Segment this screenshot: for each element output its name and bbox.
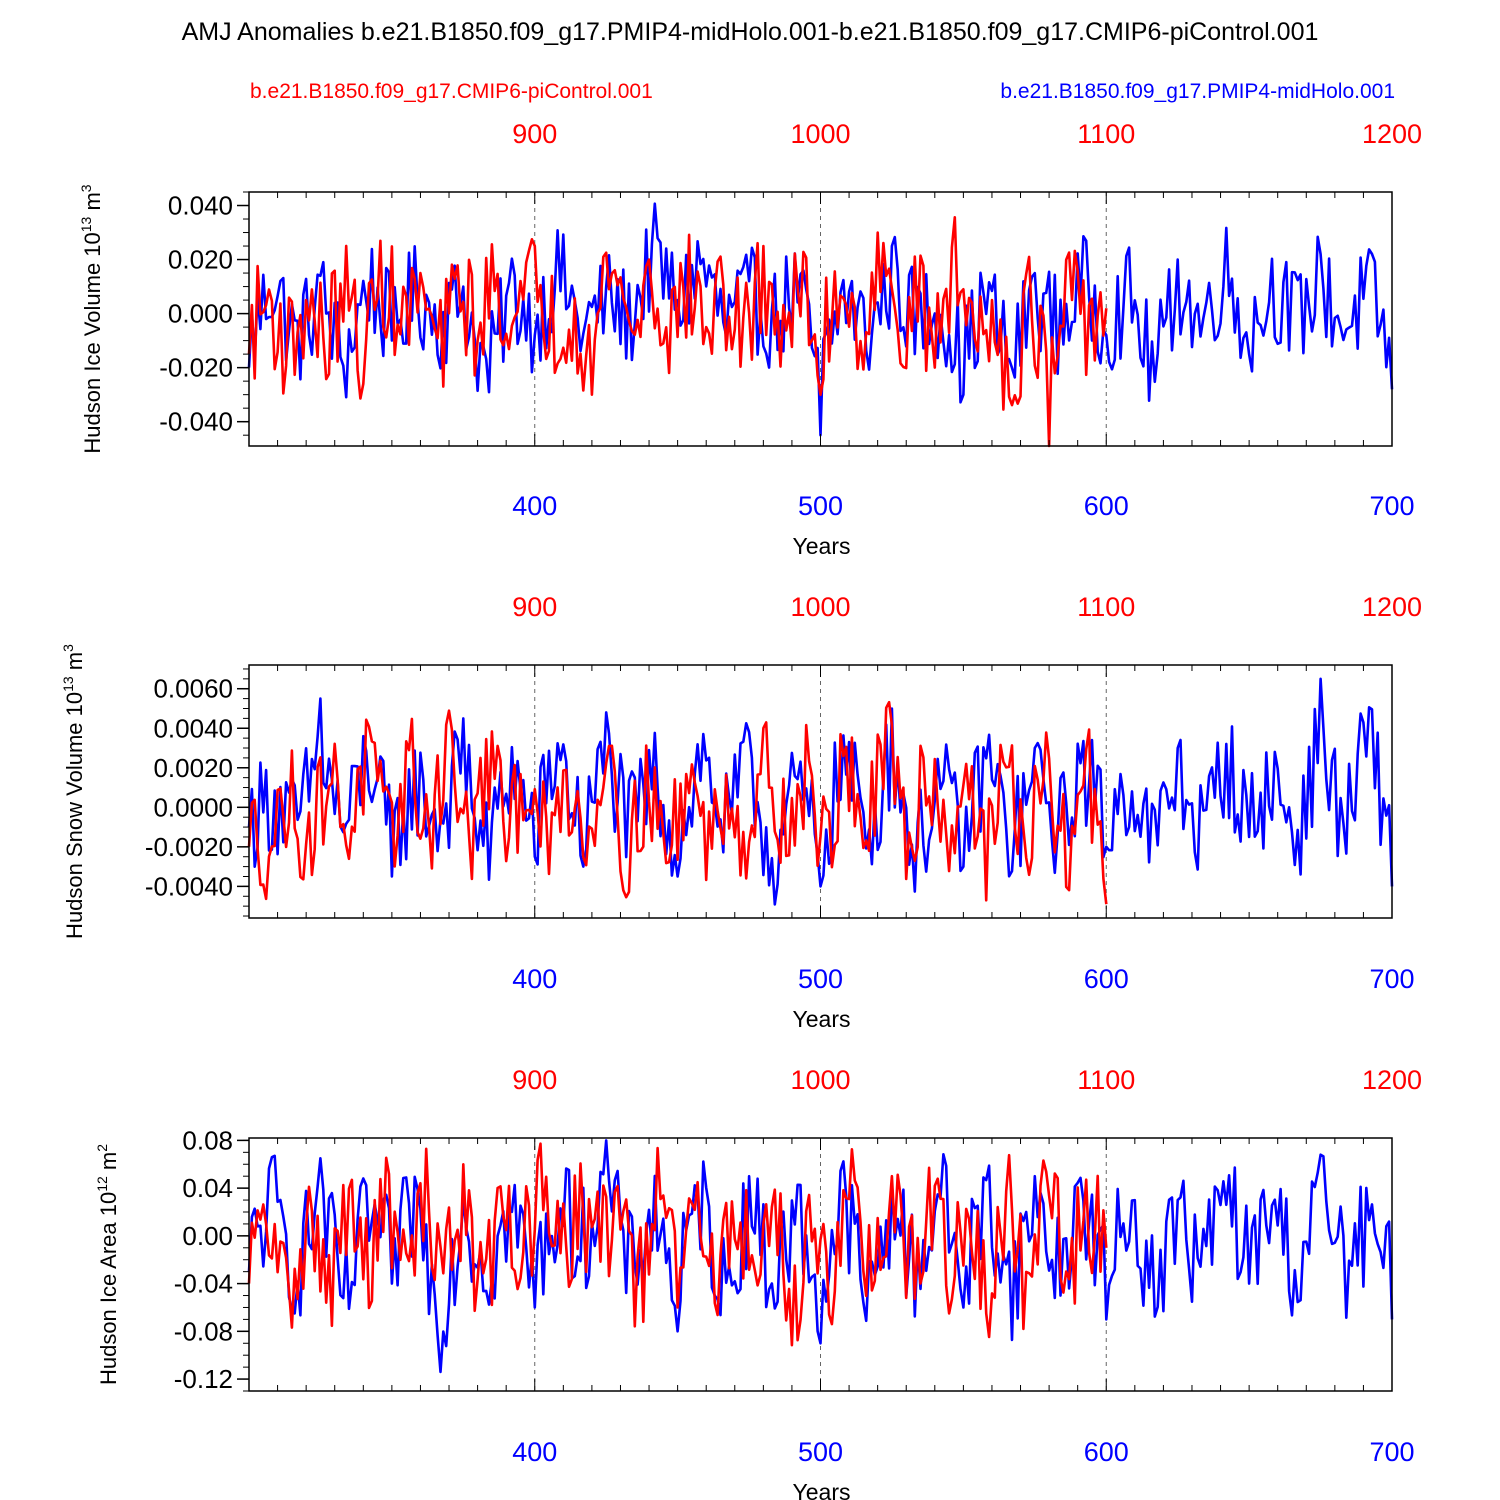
bottom-x-tick-label: 500	[798, 1437, 843, 1467]
y-tick-label: 0.0020	[153, 753, 233, 783]
series-line-experiment	[247, 1139, 1394, 1374]
x-axis-label: Years	[793, 1006, 851, 1032]
bottom-x-tick-label: 700	[1369, 491, 1414, 521]
y-axis-label-unit: m	[80, 192, 105, 216]
x-axis-label: Years	[793, 533, 851, 559]
legend-experiment-label: b.e21.B1850.f09_g17.PMIP4-midHolo.001	[1000, 80, 1395, 103]
top-x-tick-label: 1000	[790, 592, 850, 622]
plot-frame	[248, 1137, 1393, 1392]
series-line-control	[247, 1142, 1108, 1347]
y-tick-label: 0.0060	[153, 674, 233, 704]
top-x-tick-label: 1200	[1362, 119, 1422, 149]
chart-title: AMJ Anomalies b.e21.B1850.f09_g17.PMIP4-…	[181, 18, 1319, 46]
y-tick-label: 0.08	[182, 1125, 233, 1155]
top-x-tick-label: 1200	[1362, 1065, 1422, 1095]
bottom-x-tick-label: 400	[512, 491, 557, 521]
y-tick-label: -0.08	[174, 1316, 233, 1346]
series-line-experiment	[247, 202, 1394, 437]
top-x-tick-label: 1100	[1077, 119, 1135, 149]
plot-panel-2: -0.0040 -0.0020 0.0000 0.0020 0.0040 0.0060 40…	[60, 592, 1422, 1032]
bottom-x-tick-label: 500	[798, 964, 843, 994]
y-axis-label-text: Hudson Ice Volume 10	[80, 232, 105, 453]
top-x-tick-label: 1000	[790, 119, 850, 149]
series-line-control	[247, 700, 1108, 905]
top-x-tick-label: 900	[512, 119, 557, 149]
plot-panel-1: -0.040 -0.020 0.000 0.020 0.040 400 500 600 700 9…	[78, 119, 1422, 559]
y-tick-label: -0.0040	[145, 871, 233, 901]
y-tick-label: 0.0000	[153, 792, 233, 822]
bottom-x-tick-label: 700	[1369, 964, 1414, 994]
y-tick-label: 0.0040	[153, 713, 233, 743]
series-line-experiment	[247, 677, 1394, 906]
y-axis-label-exponent: 12	[94, 1176, 110, 1192]
plot-panel-3: -0.12 -0.08 -0.04 0.00 0.04 0.08 400 500 600 700 9…	[94, 1065, 1422, 1500]
y-tick-label: 0.04	[182, 1173, 233, 1203]
y-axis-label-exponent: 13	[60, 676, 76, 692]
y-tick-label: 0.040	[168, 191, 233, 221]
y-axis-label: Hudson Snow Volume 1013 m3	[60, 644, 87, 939]
bottom-x-tick-label: 500	[798, 491, 843, 521]
top-x-tick-label: 1200	[1362, 592, 1422, 622]
y-tick-label: -0.12	[174, 1364, 233, 1394]
y-axis-label-unit-exponent: 3	[60, 644, 76, 652]
top-x-tick-label: 900	[512, 592, 557, 622]
bottom-x-tick-label: 600	[1084, 964, 1129, 994]
y-axis-label-unit: m	[62, 652, 87, 676]
y-tick-label: -0.040	[159, 407, 233, 437]
y-tick-label: -0.04	[174, 1269, 233, 1299]
y-tick-label: -0.0020	[145, 832, 233, 862]
bottom-x-tick-label: 600	[1084, 1437, 1129, 1467]
y-axis-label-exponent: 13	[78, 216, 94, 232]
y-tick-label: -0.020	[159, 353, 233, 383]
top-x-tick-label: 1100	[1077, 1065, 1135, 1095]
top-x-tick-label: 900	[512, 1065, 557, 1095]
bottom-x-tick-label: 600	[1084, 491, 1129, 521]
y-axis-label: Hudson Ice Volume 1013 m3	[78, 184, 105, 453]
y-tick-label: 0.020	[168, 245, 233, 275]
y-axis-label-unit-exponent: 3	[78, 184, 94, 192]
y-tick-label: 0.000	[168, 299, 233, 329]
y-axis-label-unit: m	[96, 1152, 121, 1176]
y-tick-label: 0.00	[182, 1221, 233, 1251]
bottom-x-tick-label: 700	[1369, 1437, 1414, 1467]
legend-control-label: b.e21.B1850.f09_g17.CMIP6-piControl.001	[250, 80, 653, 103]
series-line-control	[247, 216, 1108, 448]
top-x-tick-label: 1100	[1077, 592, 1135, 622]
y-axis-label-unit-exponent: 2	[94, 1144, 110, 1152]
y-axis-label-text: Hudson Ice Area 10	[96, 1192, 121, 1385]
top-x-tick-label: 1000	[790, 1065, 850, 1095]
y-axis-label: Hudson Ice Area 1012 m2	[94, 1144, 121, 1385]
y-axis-label-text: Hudson Snow Volume 10	[62, 692, 87, 939]
bottom-x-tick-label: 400	[512, 1437, 557, 1467]
x-axis-label: Years	[793, 1479, 851, 1500]
bottom-x-tick-label: 400	[512, 964, 557, 994]
